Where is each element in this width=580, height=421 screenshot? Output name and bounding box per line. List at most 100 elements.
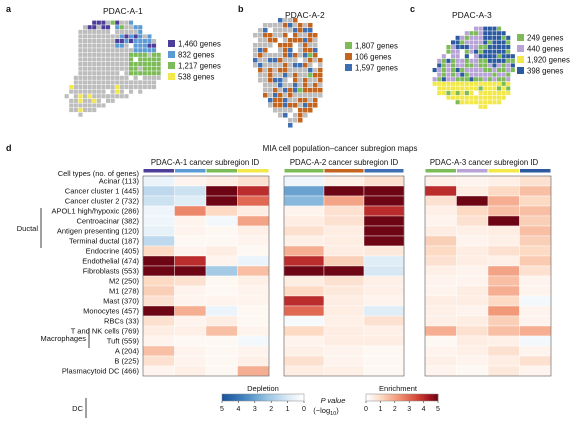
tissue-spot xyxy=(96,20,101,25)
tissue-spot xyxy=(464,100,469,105)
tissue-spot xyxy=(446,49,451,54)
heatmap-cell xyxy=(174,355,207,367)
heatmap-cell xyxy=(283,335,325,347)
colorbar-step xyxy=(402,394,405,401)
tissue-spot xyxy=(483,95,488,100)
tissue-spot xyxy=(464,63,469,68)
heatmap-cell xyxy=(174,225,207,237)
colorbar-step xyxy=(380,394,383,401)
tissue-spot xyxy=(283,48,288,53)
tissue-spot xyxy=(298,98,303,103)
tissue-spot xyxy=(110,34,115,39)
colorbar-step xyxy=(367,394,370,401)
tissue-spot xyxy=(119,89,124,94)
tissue-spot xyxy=(308,83,313,88)
heatmap-cell xyxy=(456,335,489,347)
heatmap-cell xyxy=(363,255,405,267)
tissue-spot xyxy=(110,89,115,94)
colorbar-step xyxy=(414,394,417,401)
heatmap-cell xyxy=(519,225,552,237)
heatmap-suptitle: MIA cell population–cancer subregion map… xyxy=(263,144,418,153)
heatmap-cell xyxy=(323,215,365,227)
tissue-spot xyxy=(313,83,318,88)
tissue-spot xyxy=(263,23,268,28)
tissue-spot xyxy=(283,73,288,78)
tissue-spot xyxy=(78,52,83,57)
tissue-spot xyxy=(469,91,474,96)
tissue-spot xyxy=(510,58,515,63)
tissue-spot xyxy=(253,53,258,58)
colorbar-frame xyxy=(221,393,305,402)
colorbar-step xyxy=(411,394,414,401)
tissue-spot xyxy=(263,33,268,38)
tissue-spot xyxy=(313,93,318,98)
heatmap-cell xyxy=(142,215,175,227)
tissue-spot xyxy=(483,77,488,82)
heatmap-cell xyxy=(487,255,520,267)
row-label: T and NK cells (769) xyxy=(71,327,140,336)
colorbar-step xyxy=(254,394,258,401)
tissue-spot xyxy=(110,43,115,48)
heatmap-cell xyxy=(519,175,552,187)
row-label: Antigen presenting (120) xyxy=(57,227,140,236)
tissue-spot xyxy=(308,48,313,53)
colorbar-step xyxy=(425,394,428,401)
tissue-spot xyxy=(101,62,106,67)
tissue-spot xyxy=(147,52,152,57)
tissue-spot xyxy=(455,72,460,77)
heatmap-cell xyxy=(323,265,365,277)
tissue-spot xyxy=(78,80,83,85)
colorbar-step xyxy=(232,394,235,401)
legend-swatch xyxy=(345,64,352,71)
heatmap-cell xyxy=(174,175,207,187)
heatmap-cell xyxy=(237,315,270,327)
legend-swatch xyxy=(168,73,175,80)
tissue-spot xyxy=(446,58,451,63)
tissue-spot xyxy=(278,18,283,23)
tissue-spot xyxy=(156,66,161,71)
tissue-spot xyxy=(106,75,111,80)
tissue-spot xyxy=(69,98,74,103)
tissue-spot xyxy=(101,89,106,94)
tissue-spot xyxy=(278,73,283,78)
colorbar-step xyxy=(420,394,423,401)
tissue-spot xyxy=(483,72,488,77)
tissue-spot xyxy=(96,103,101,108)
heatmap-cell xyxy=(237,185,270,197)
heatmap-cell xyxy=(424,205,457,217)
colorbar-step xyxy=(242,394,245,401)
tissue-spot xyxy=(288,63,293,68)
tissue-spot xyxy=(92,108,97,113)
heatmap-block-frame xyxy=(424,175,552,377)
tissue-spot xyxy=(156,62,161,67)
tissue-spot xyxy=(483,45,488,50)
tissue-spot xyxy=(474,63,479,68)
tissue-spot xyxy=(92,25,97,30)
tissue-spot xyxy=(283,78,288,83)
heatmap-cell xyxy=(323,355,365,367)
tissue-spot xyxy=(87,85,92,90)
tissue-spot xyxy=(474,81,479,86)
tissue-spot xyxy=(506,49,511,54)
tissue-spot xyxy=(303,68,308,73)
heatmap-cell xyxy=(205,325,238,337)
heatmap-cell xyxy=(142,325,175,337)
colorbar-step xyxy=(382,394,385,401)
colorbar-enrichment-label: Enrichment xyxy=(379,384,418,393)
colorbar-step xyxy=(295,394,299,401)
tissue-spot xyxy=(106,20,111,25)
legend-label: 1,460 genes xyxy=(178,40,221,49)
row-label: RBCs (33) xyxy=(104,317,140,326)
tissue-spot xyxy=(487,40,492,45)
tissue-spot xyxy=(483,104,488,109)
tissue-spot xyxy=(115,34,120,39)
heatmap-cell xyxy=(205,205,238,217)
tissue-spot xyxy=(298,43,303,48)
heatmap-cell xyxy=(487,305,520,317)
heatmap-cell xyxy=(237,245,270,257)
tissue-spot xyxy=(83,98,88,103)
tissue-spot xyxy=(278,43,283,48)
heatmap-cell xyxy=(323,225,365,237)
column-color-bar xyxy=(238,169,269,173)
tissue-spot xyxy=(142,57,147,62)
